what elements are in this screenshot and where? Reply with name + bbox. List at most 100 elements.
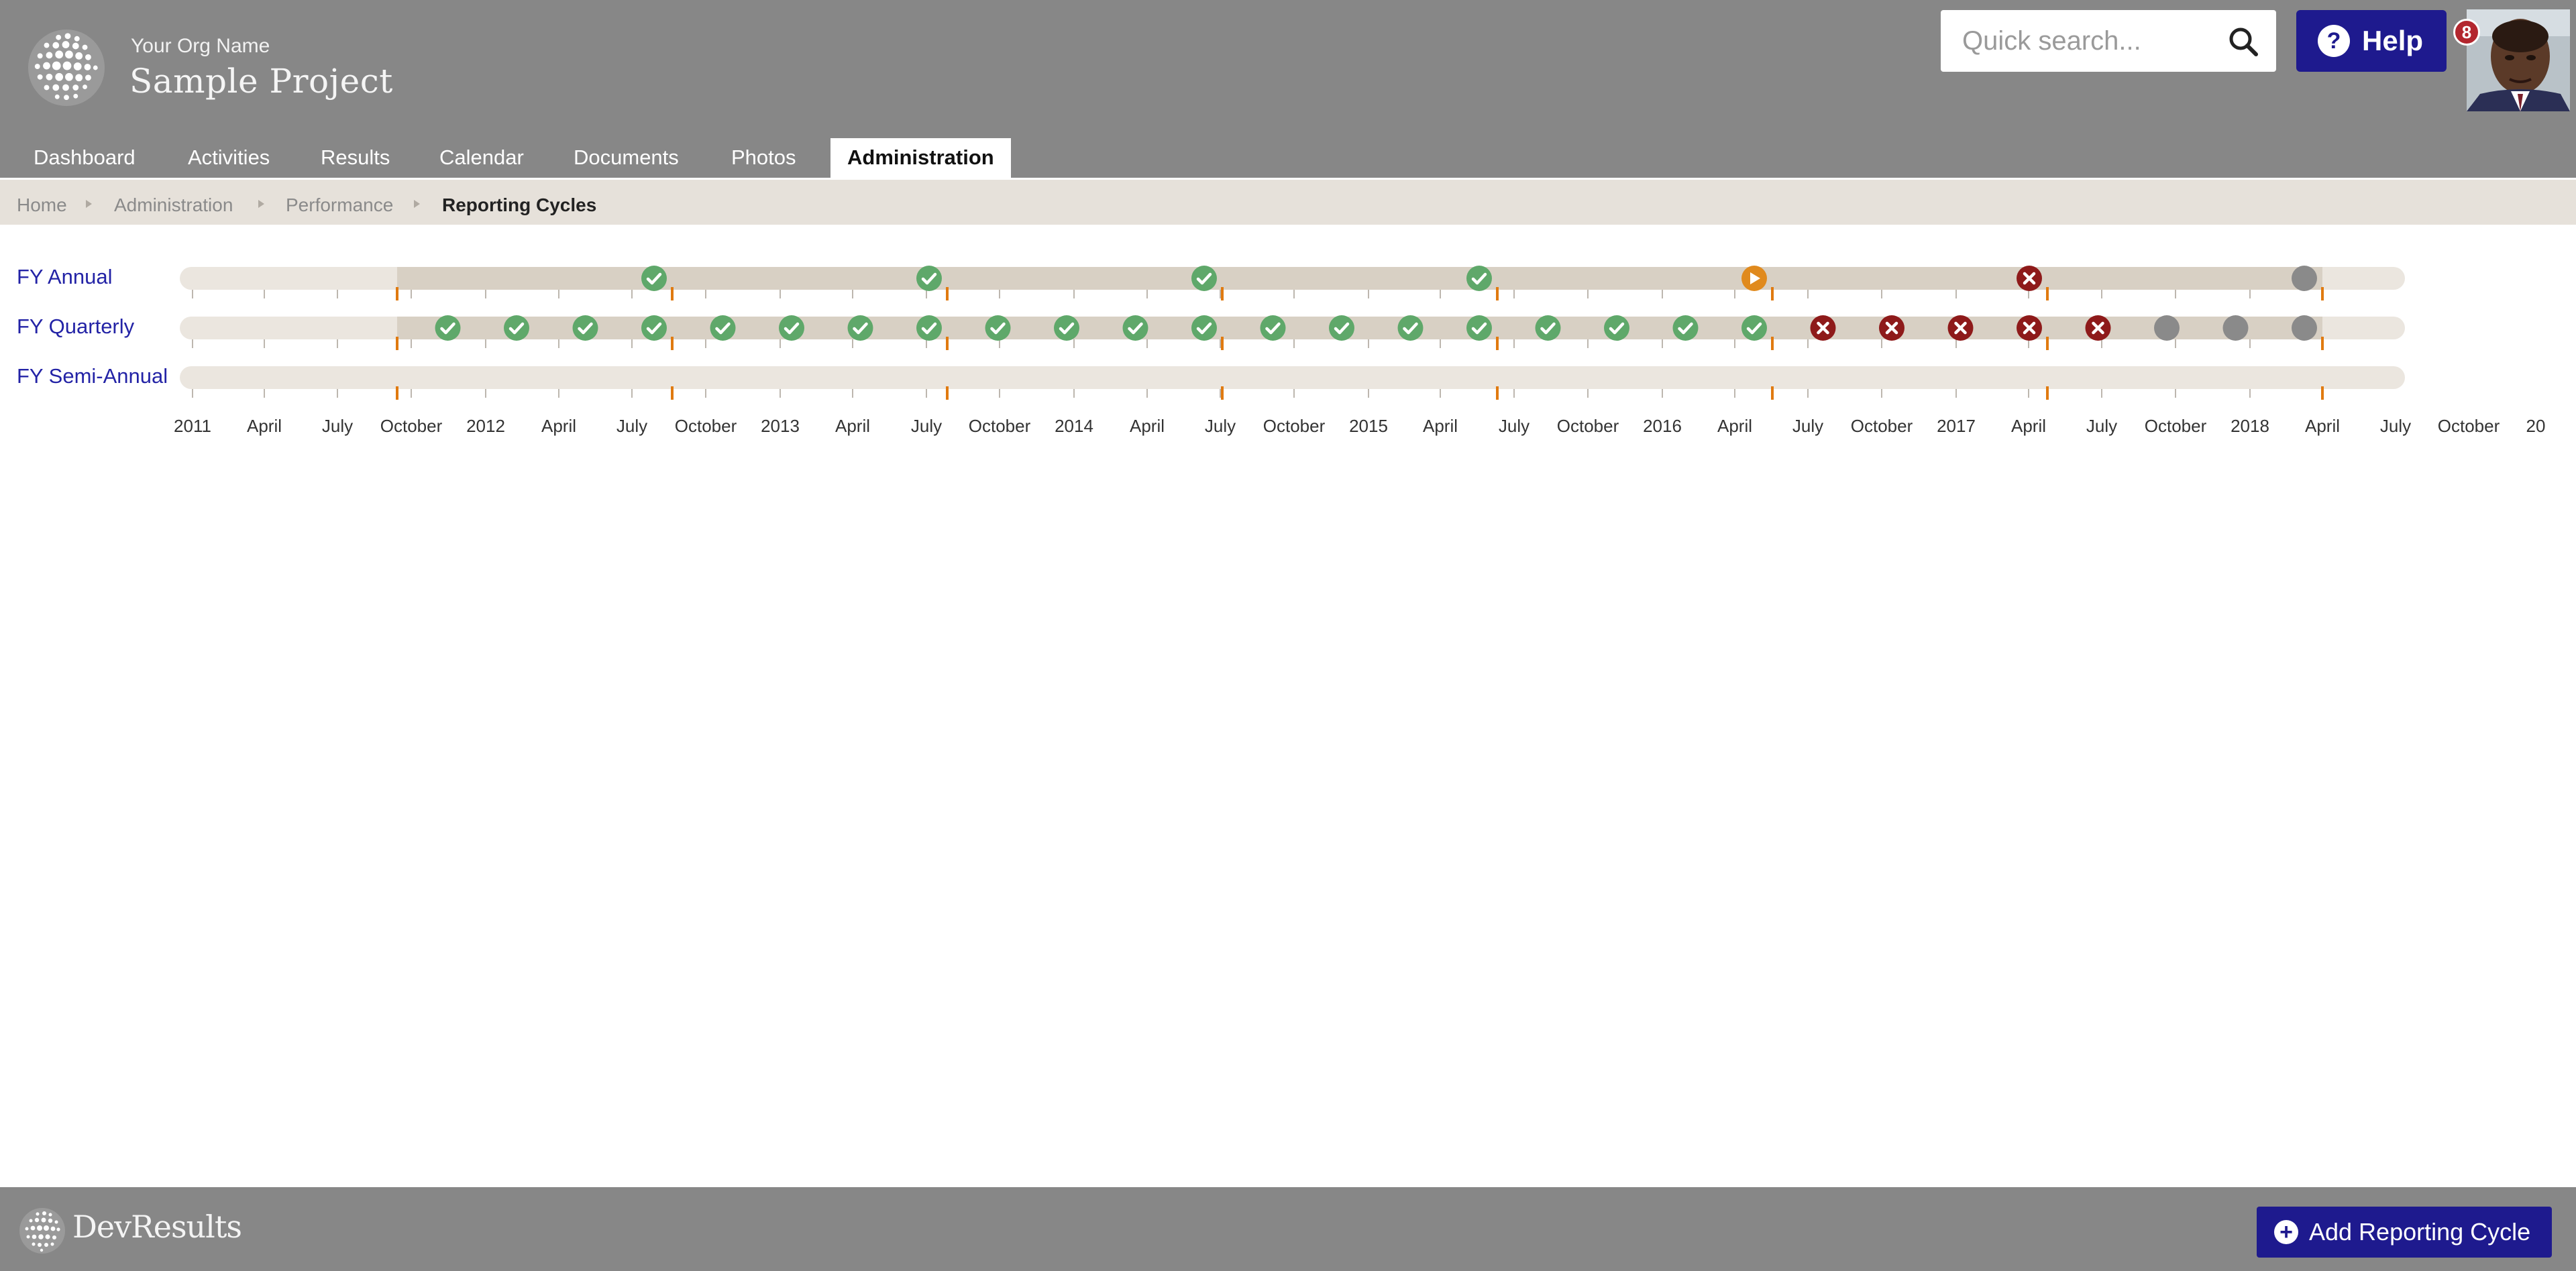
axis-label: 2016: [1643, 416, 1682, 436]
pending-status-icon[interactable]: [2222, 315, 2249, 341]
help-button[interactable]: ? Help: [2296, 10, 2447, 72]
axis-label: 2018: [2231, 416, 2269, 436]
complete-status-icon[interactable]: [916, 315, 942, 341]
complete-status-icon[interactable]: [641, 266, 667, 291]
complete-status-icon[interactable]: [1741, 315, 1767, 341]
complete-status-icon[interactable]: [710, 315, 736, 341]
help-label: Help: [2362, 25, 2424, 56]
axis-label: July: [1792, 416, 1824, 436]
avatar[interactable]: [2467, 9, 2570, 111]
complete-status-icon[interactable]: [779, 315, 804, 341]
axis-label: 2015: [1349, 416, 1388, 436]
add-button-label: Add Reporting Cycle: [2309, 1218, 2531, 1246]
axis-label: July: [2379, 416, 2412, 436]
breadcrumb-separator-icon: [414, 200, 420, 208]
axis-label: October: [2144, 416, 2207, 436]
overdue-status-icon[interactable]: [2017, 315, 2042, 341]
complete-status-icon[interactable]: [916, 266, 942, 291]
complete-status-icon[interactable]: [1191, 266, 1217, 291]
overdue-status-icon[interactable]: [1879, 315, 1904, 341]
project-name[interactable]: Sample Project: [129, 62, 393, 101]
tab-administration[interactable]: Administration: [830, 138, 1011, 178]
cycle-label-fy-annual[interactable]: FY Annual: [17, 265, 113, 288]
overdue-status-icon[interactable]: [1810, 315, 1836, 341]
complete-status-icon[interactable]: [1672, 315, 1699, 341]
axis-label: April: [835, 416, 871, 436]
breadcrumb-home[interactable]: Home: [17, 195, 67, 215]
complete-status-icon[interactable]: [1191, 315, 1217, 341]
axis-label: April: [2304, 416, 2341, 436]
pending-status-icon[interactable]: [2292, 315, 2317, 341]
axis-label: April: [1129, 416, 1165, 436]
tab-activities[interactable]: Activities: [188, 146, 270, 169]
complete-status-icon[interactable]: [572, 315, 598, 341]
overdue-status-icon[interactable]: [2085, 315, 2111, 341]
axis-label: October: [674, 416, 737, 436]
axis-label: 2013: [761, 416, 800, 436]
breadcrumb-performance[interactable]: Performance: [286, 195, 394, 215]
complete-status-icon[interactable]: [1122, 315, 1148, 341]
complete-status-icon[interactable]: [1397, 315, 1424, 341]
cycle-active-range: [397, 267, 2322, 290]
axis-label: October: [380, 416, 443, 436]
complete-status-icon[interactable]: [435, 315, 461, 341]
pending-status-icon[interactable]: [2154, 315, 2180, 341]
complete-status-icon[interactable]: [847, 315, 873, 341]
cycle-label-fy-quarterly[interactable]: FY Quarterly: [17, 315, 135, 338]
axis-label: July: [1204, 416, 1236, 436]
cycle-label-fy-semi-annual[interactable]: FY Semi-Annual: [17, 364, 168, 388]
tab-documents[interactable]: Documents: [574, 146, 679, 169]
axis-label: July: [2086, 416, 2118, 436]
overdue-status-icon[interactable]: [2017, 266, 2042, 291]
tab-results[interactable]: Results: [321, 146, 390, 169]
axis-label: April: [1422, 416, 1458, 436]
complete-status-icon[interactable]: [1260, 315, 1286, 341]
breadcrumb-current: Reporting Cycles: [442, 195, 597, 215]
plus-circle-icon: +: [2274, 1220, 2298, 1244]
axis-label: October: [2437, 416, 2500, 436]
complete-status-icon[interactable]: [1535, 315, 1561, 341]
question-icon: ?: [2318, 25, 2350, 57]
breadcrumb-administration[interactable]: Administration: [114, 195, 233, 215]
complete-status-icon[interactable]: [985, 315, 1011, 341]
axis-label: October: [968, 416, 1031, 436]
timeline-chart: [180, 266, 2405, 400]
add-reporting-cycle-button[interactable]: + Add Reporting Cycle: [2257, 1207, 2552, 1258]
tab-calendar[interactable]: Calendar: [439, 146, 524, 169]
axis-label: July: [910, 416, 943, 436]
notification-badge[interactable]: 8: [2453, 19, 2480, 46]
axis-label: 2012: [466, 416, 505, 436]
search-input[interactable]: [1941, 10, 2222, 72]
axis-label: April: [2010, 416, 2047, 436]
complete-status-icon[interactable]: [504, 315, 529, 341]
globe-dots-icon[interactable]: [27, 28, 106, 107]
axis-label: October: [1263, 416, 1326, 436]
axis-label: April: [541, 416, 577, 436]
pending-status-icon[interactable]: [2292, 266, 2317, 291]
main-nav: Dashboard Activities Results Calendar Docume…: [0, 138, 2576, 178]
app-footer: DevResults + Add Reporting Cycle: [0, 1187, 2576, 1271]
axis-label: 20: [2526, 416, 2546, 436]
axis-label: October: [1850, 416, 1913, 436]
axis-label: July: [1498, 416, 1530, 436]
complete-status-icon[interactable]: [1604, 315, 1629, 341]
axis-label: 2011: [174, 416, 211, 436]
complete-status-icon[interactable]: [641, 315, 667, 341]
axis-label: 2017: [1937, 416, 1976, 436]
overdue-status-icon[interactable]: [1947, 315, 1974, 341]
cycle-track: [180, 366, 2405, 389]
current-status-icon[interactable]: [1741, 266, 1767, 291]
reporting-cycles-timeline: FY Annual FY Quarterly FY Semi-Annual 2011…: [0, 0, 2576, 469]
complete-status-icon[interactable]: [1054, 315, 1079, 341]
complete-status-icon[interactable]: [1466, 266, 1492, 291]
quick-search: [1941, 10, 2276, 72]
search-icon[interactable]: [2228, 26, 2259, 57]
complete-status-icon[interactable]: [1466, 315, 1492, 341]
tab-photos[interactable]: Photos: [731, 146, 796, 169]
user-photo: [2467, 9, 2570, 111]
tab-dashboard[interactable]: Dashboard: [34, 146, 136, 169]
axis-label: 2014: [1055, 416, 1093, 436]
complete-status-icon[interactable]: [1329, 315, 1354, 341]
axis-label: July: [616, 416, 648, 436]
axis-label: July: [321, 416, 354, 436]
